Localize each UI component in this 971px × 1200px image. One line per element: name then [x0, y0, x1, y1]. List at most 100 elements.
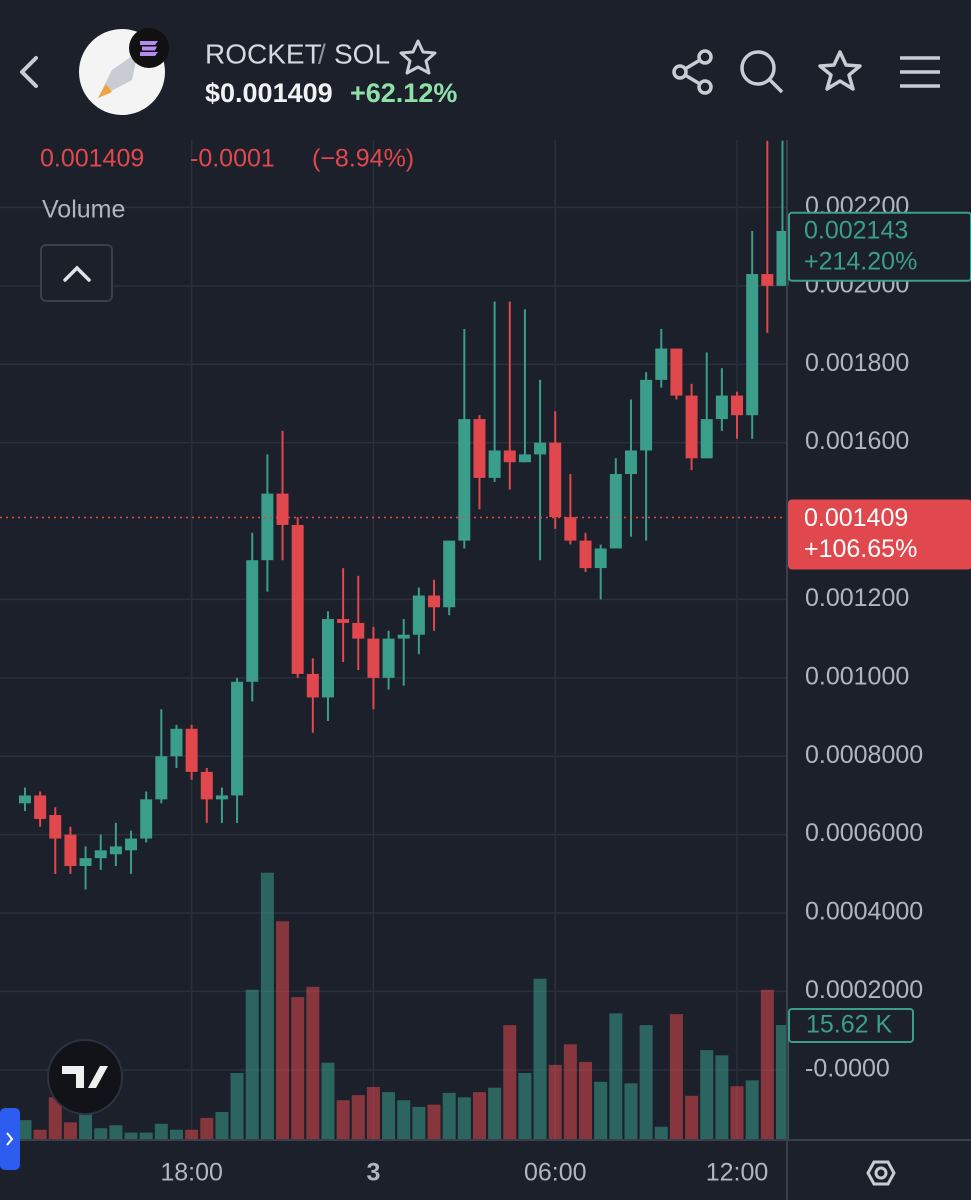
candle-body [503, 450, 516, 463]
volume-bar [488, 1087, 502, 1140]
candle-body [321, 619, 334, 698]
volume-bar [609, 1013, 623, 1140]
candle-body [382, 638, 395, 678]
collapse-icon [63, 265, 91, 282]
volume-bar [200, 1117, 214, 1140]
candle-body [337, 619, 350, 623]
candle-body [594, 548, 607, 569]
volume-bar [79, 1109, 93, 1140]
legend-change: -0.0001 [190, 145, 275, 173]
volume-bar [594, 1081, 608, 1140]
candle-body [109, 846, 122, 855]
volume-bar [775, 1024, 789, 1140]
volume-bar [760, 989, 774, 1140]
candle-body [200, 771, 213, 800]
side-panel-tab[interactable] [0, 1108, 20, 1170]
candle-body [746, 274, 759, 416]
x-tick-label: 3 [366, 1159, 380, 1187]
volume-bar [245, 989, 259, 1140]
y-tick-label: 0.0008000 [805, 741, 923, 769]
volume-bar [306, 986, 320, 1140]
volume-bar [397, 1100, 411, 1140]
y-tick-label: 0.001800 [805, 349, 909, 377]
price-marker [788, 499, 971, 570]
volume-bar [669, 1014, 683, 1140]
legend-close: 0.001409 [40, 145, 144, 173]
volume-bar [548, 1064, 562, 1140]
volume-bar [169, 1129, 183, 1140]
candle-body [412, 595, 425, 635]
volume-bar [533, 978, 547, 1140]
candle-body [549, 442, 562, 518]
candle-body [443, 540, 456, 608]
tradingview-mark [62, 1066, 108, 1088]
candle-body [140, 799, 153, 839]
candle-body [609, 473, 622, 549]
candle-body [79, 858, 92, 866]
candle-body [185, 728, 198, 772]
volume-bar [715, 1055, 729, 1140]
back-button[interactable] [20, 56, 38, 88]
candle-body [261, 493, 274, 561]
y-tick-label: 0.0004000 [805, 898, 923, 926]
pair-separator: / [318, 38, 326, 69]
volume-bar [382, 1092, 396, 1140]
volume-bar [730, 1086, 744, 1140]
quote-symbol: SOL [334, 38, 390, 69]
logo-chain-icon [140, 41, 158, 56]
menu-button[interactable] [900, 56, 940, 88]
search-button[interactable] [740, 50, 784, 94]
volume-bar [563, 1044, 577, 1140]
volume-bar [745, 1080, 759, 1140]
volume-marker-label: 15.62 K [806, 1011, 893, 1039]
candle-body [94, 850, 107, 859]
volume-bar [260, 872, 274, 1140]
volume-bar [321, 1062, 335, 1140]
grid [0, 140, 787, 1140]
candle-layer [18, 140, 789, 890]
volume-marker [788, 1007, 914, 1043]
candle-body [276, 493, 289, 525]
y-tick-label: 0.001200 [805, 584, 909, 612]
volume-bar [351, 1095, 365, 1140]
price-marker-change: +106.65% [804, 535, 917, 563]
candle-body [670, 348, 683, 396]
settings-button[interactable] [866, 1160, 896, 1186]
collapse-button[interactable] [40, 244, 113, 302]
candle-body [776, 230, 789, 286]
candle-body [518, 454, 531, 463]
x-tick-label: 06:00 [524, 1159, 587, 1187]
candle-body [291, 524, 304, 674]
y-tick-label: -0.0000 [805, 1054, 890, 1082]
volume-bar [427, 1104, 441, 1140]
share-button[interactable] [672, 49, 713, 95]
volume-bar [366, 1086, 380, 1140]
volume-bar [336, 1100, 350, 1140]
candle-body [624, 450, 637, 474]
candle-body [564, 517, 577, 541]
candle-body [428, 595, 441, 608]
study-name: Volume [42, 196, 125, 224]
volume-bar [624, 1083, 638, 1140]
logo-flame [98, 84, 112, 98]
volume-bar [18, 1120, 32, 1140]
candle-body [155, 756, 168, 800]
volume-bar [412, 1106, 426, 1140]
volume-bar [472, 1092, 486, 1140]
candle-body [246, 560, 259, 682]
candle-body [579, 540, 592, 569]
candle-body [64, 834, 77, 866]
volume-bar [215, 1112, 229, 1140]
legend-change-pct: (−8.94%) [312, 145, 414, 173]
candle-body [761, 274, 774, 286]
candle-body [49, 815, 62, 839]
candle-body [125, 838, 138, 851]
favorite-pair[interactable] [399, 39, 437, 75]
tradingview-logo[interactable] [47, 1039, 123, 1115]
volume-bar [139, 1132, 153, 1140]
watchlist-button[interactable] [818, 50, 862, 91]
candle-body [534, 442, 547, 455]
candle-body [488, 450, 501, 478]
volume-bar [518, 1072, 532, 1140]
